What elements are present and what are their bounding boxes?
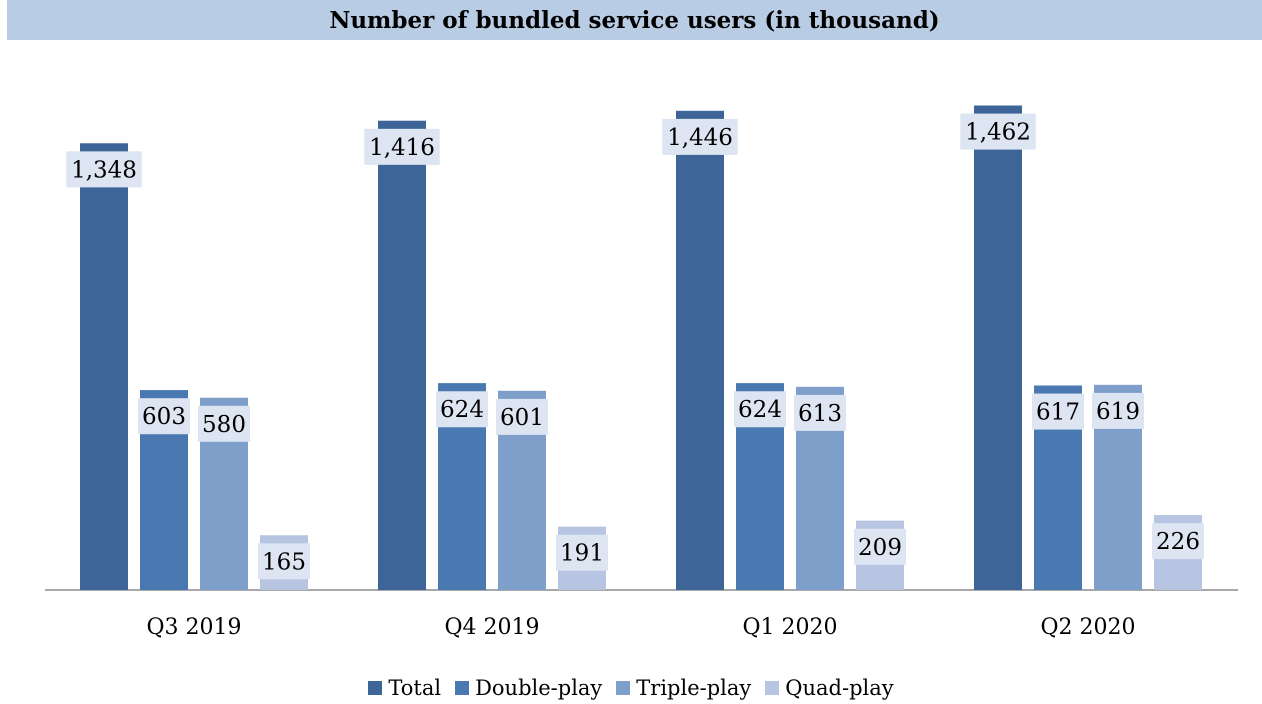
data-label-box — [66, 151, 142, 188]
bar-total — [378, 120, 426, 590]
bar-cap-quad-play — [260, 535, 308, 542]
data-label-box — [364, 128, 440, 165]
data-label-box — [662, 118, 738, 155]
legend-label-quad-play: Quad-play — [785, 676, 894, 700]
data-label: 617 — [1036, 400, 1080, 426]
data-label-box — [960, 113, 1036, 150]
legend-swatch-quad-play — [765, 681, 780, 695]
bar-cap-double-play — [736, 383, 784, 390]
legend-swatch-triple-play — [616, 681, 631, 695]
data-label: 191 — [560, 541, 604, 567]
bar-cap-quad-play — [558, 526, 606, 533]
bar-cap-triple-play — [498, 390, 546, 397]
data-label-box — [854, 528, 906, 565]
x-tick-label: Q2 2020 — [1040, 615, 1135, 640]
data-label: 226 — [1156, 529, 1200, 555]
bar-cap-total — [80, 143, 128, 150]
legend-label-double-play: Double-play — [475, 676, 603, 700]
bar-cap-total — [378, 120, 426, 127]
data-label-box — [496, 398, 548, 435]
bar-cap-triple-play — [1094, 384, 1142, 391]
bar-cap-triple-play — [200, 397, 248, 404]
data-label: 1,462 — [965, 120, 1031, 146]
x-tick-label: Q3 2019 — [146, 615, 241, 640]
data-label: 1,446 — [667, 125, 733, 151]
data-label: 165 — [262, 549, 306, 575]
data-label-box — [436, 391, 488, 428]
data-label-box — [1032, 393, 1084, 430]
data-label: 1,348 — [71, 157, 137, 183]
legend-item-quad-play: Quad-play — [765, 676, 894, 700]
x-tick-label: Q1 2020 — [742, 615, 837, 640]
chart-title: Number of bundled service users (in thou… — [329, 6, 940, 34]
legend-label-triple-play: Triple-play — [636, 676, 752, 700]
data-label: 580 — [202, 412, 246, 438]
data-label-box — [794, 394, 846, 431]
data-label: 209 — [858, 535, 902, 561]
legend-item-double-play: Double-play — [455, 676, 602, 700]
legend-swatch-double-play — [455, 681, 470, 695]
data-label: 613 — [798, 401, 842, 427]
chart-legend: Total Double-play Triple-play Quad-play — [0, 672, 1262, 704]
bar-cap-quad-play — [1154, 515, 1202, 522]
legend-swatch-total — [368, 681, 383, 695]
data-label-box — [198, 405, 250, 442]
data-label: 601 — [500, 405, 544, 431]
bar-cap-double-play — [438, 383, 486, 390]
bar-cap-total — [676, 110, 724, 117]
data-label: 619 — [1096, 399, 1140, 425]
bar-cap-quad-play — [856, 520, 904, 527]
bar-cap-total — [974, 105, 1022, 112]
data-label: 624 — [738, 397, 782, 423]
bar-total — [974, 105, 1022, 590]
bar-total — [676, 110, 724, 590]
legend-item-total: Total — [368, 676, 441, 700]
bar-cap-double-play — [1034, 385, 1082, 392]
data-label: 624 — [440, 397, 484, 423]
data-label-box — [138, 398, 190, 435]
x-tick-label: Q4 2019 — [444, 615, 539, 640]
data-label: 1,416 — [369, 135, 435, 161]
data-label-box — [556, 534, 608, 571]
bar-cap-triple-play — [796, 386, 844, 393]
bar-total — [80, 143, 128, 590]
legend-label-total: Total — [388, 676, 442, 700]
data-label-box — [1092, 392, 1144, 429]
chart-title-band: Number of bundled service users (in thou… — [7, 0, 1262, 40]
data-label: 603 — [142, 404, 186, 430]
data-label-box — [734, 391, 786, 428]
data-label-box — [258, 543, 310, 580]
data-label-box — [1152, 523, 1204, 560]
bar-cap-double-play — [140, 390, 188, 397]
bar-chart: 1,348 603 580 165 Q3 2019 1,416 624 601 191 Q4 20… — [45, 105, 1238, 640]
legend-item-triple-play: Triple-play — [616, 676, 751, 700]
